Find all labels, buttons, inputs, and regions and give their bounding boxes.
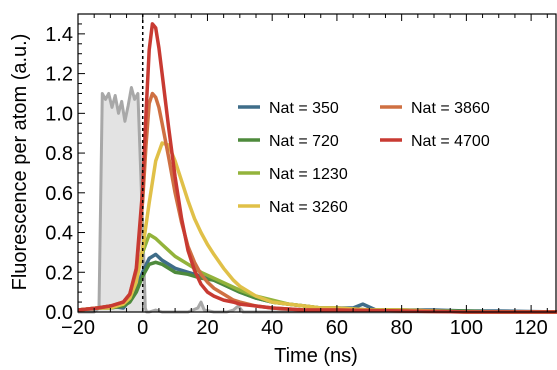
legend-label: Nat = 4700: [411, 133, 490, 150]
legend: Nat = 350 Nat = 720 Nat = 1230 Nat = 3260 Na…: [238, 100, 490, 216]
y-tick-label: 1.0: [45, 103, 73, 125]
y-axis-label: Fluorescence per atom (a.u.): [9, 34, 31, 291]
y-tick-label: 0.8: [45, 143, 73, 165]
x-tick-label: 100: [450, 317, 483, 339]
series-line-3: [78, 235, 557, 313]
y-tick-label: 0.6: [45, 183, 73, 205]
x-tick-label: 120: [514, 317, 547, 339]
y-tick-label: 0.2: [45, 262, 73, 284]
y-tick-label: 1.4: [45, 24, 73, 46]
x-tick-label: 20: [196, 317, 218, 339]
y-tick-label: 1.2: [45, 64, 73, 86]
x-tick-label: 40: [261, 317, 283, 339]
x-axis-label: Time (ns): [274, 345, 358, 367]
legend-label: Nat = 720: [269, 133, 339, 150]
y-tick-label: 0.0: [45, 302, 73, 324]
legend-label: Nat = 3260: [269, 199, 348, 216]
x-tick-label: 0: [137, 317, 148, 339]
x-tick-label: 60: [326, 317, 348, 339]
legend-label: Nat = 3860: [411, 100, 490, 117]
series-line-2: [78, 262, 557, 312]
x-tick-label: 80: [391, 317, 413, 339]
y-tick-label: 0.4: [45, 223, 73, 245]
legend-label: Nat = 1230: [269, 166, 348, 183]
legend-label: Nat = 350: [269, 100, 339, 117]
